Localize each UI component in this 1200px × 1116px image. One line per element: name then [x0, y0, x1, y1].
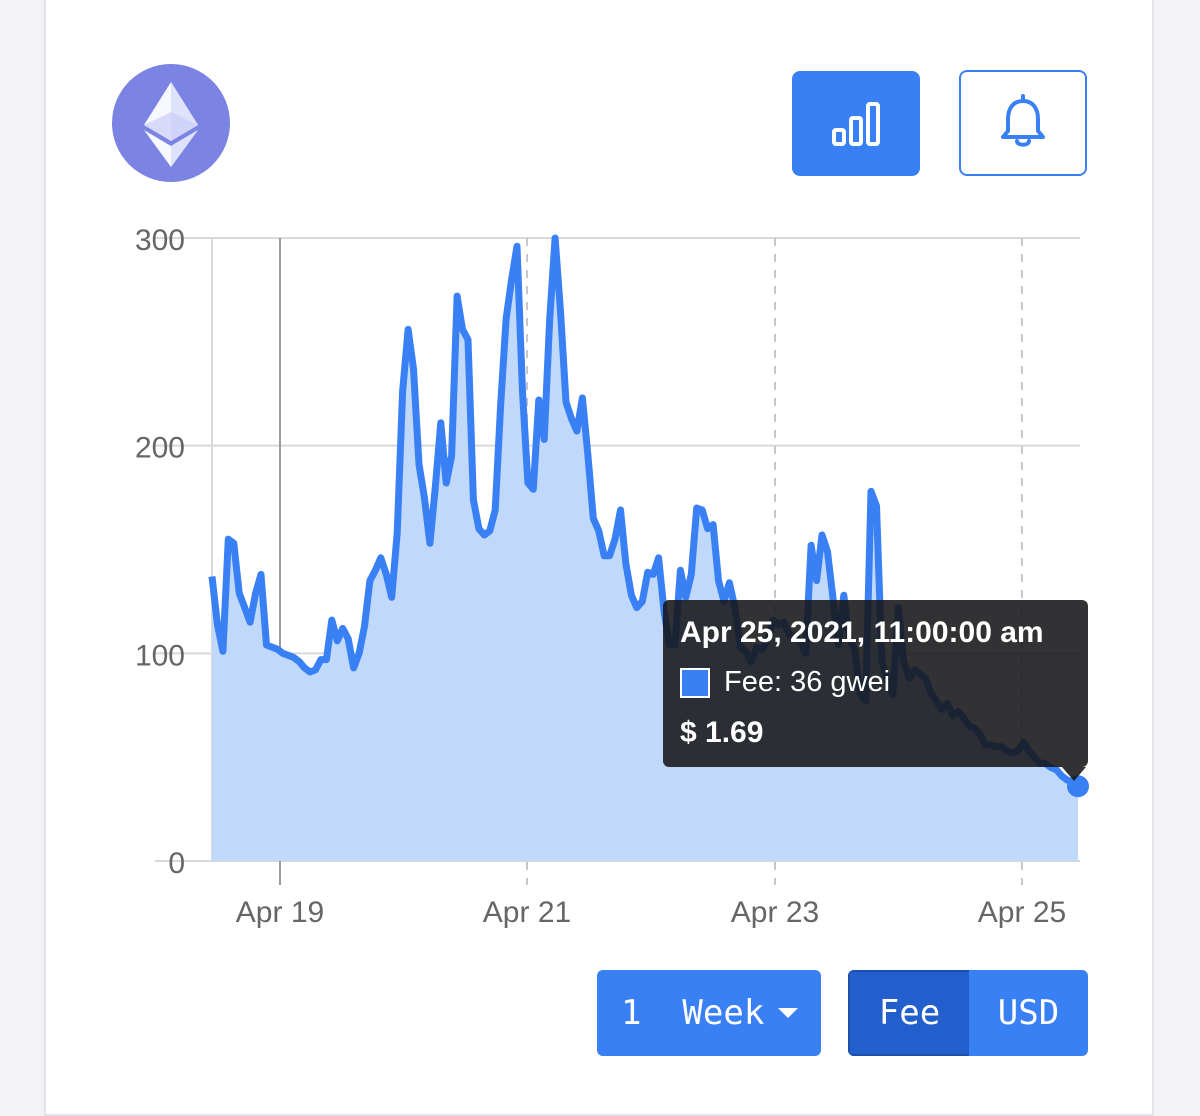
y-tick-label: 0 [168, 847, 185, 880]
toggle-usd[interactable]: USD [969, 970, 1088, 1056]
caret-down-icon [778, 1008, 799, 1018]
tooltip-usd-value: $ 1.69 [680, 716, 764, 749]
tooltip-title: Apr 25, 2021, 11:00:00 am [680, 616, 1044, 649]
time-range-select[interactable]: 1 Week [597, 970, 821, 1056]
fee-area [212, 238, 1078, 861]
bell-icon [1001, 94, 1045, 147]
time-range-label: 1 Week [621, 993, 765, 1033]
y-tick-label: 100 [135, 639, 185, 672]
x-tick-label: Apr 21 [483, 896, 571, 929]
stats-button[interactable] [792, 71, 920, 176]
ethereum-logo-icon [112, 64, 230, 182]
chart-tooltip: Apr 25, 2021, 11:00:00 am Fee: 36 gwei $… [663, 600, 1088, 767]
x-tick-label: Apr 25 [978, 896, 1066, 929]
tooltip-swatch [680, 667, 710, 698]
y-tick-label: 300 [135, 224, 185, 257]
x-tick-label: Apr 23 [731, 896, 819, 929]
bar-chart-icon [832, 101, 880, 146]
tooltip-series-row: Fee: 36 gwei [680, 666, 890, 699]
alert-button[interactable] [959, 70, 1087, 176]
x-tick-label: Apr 19 [236, 896, 324, 929]
unit-toggle: Fee USD [848, 970, 1088, 1056]
toggle-fee[interactable]: Fee [848, 970, 969, 1056]
y-tick-label: 200 [135, 432, 185, 465]
tooltip-series-value: Fee: 36 gwei [724, 666, 891, 698]
tooltip-caret [1062, 767, 1086, 781]
